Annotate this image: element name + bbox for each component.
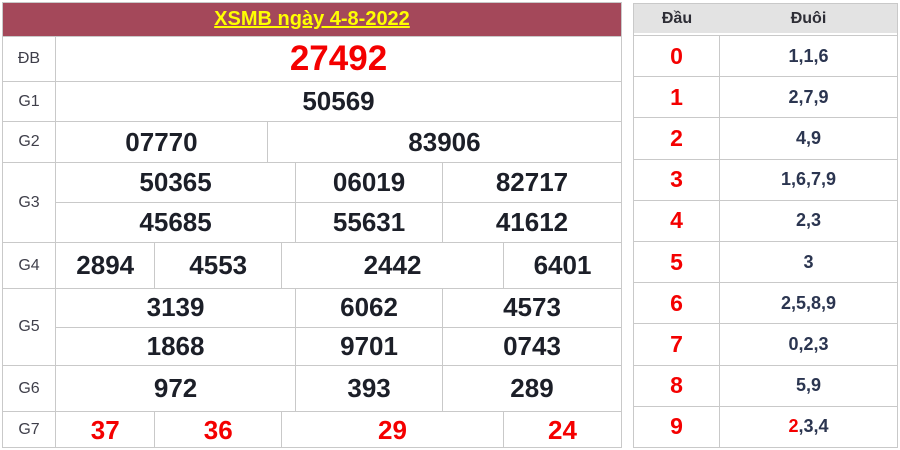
prize-g3-value: 06019 [296,163,444,202]
label-g3: G3 [3,163,56,242]
prize-table: XSMB ngày 4-8-2022 ĐB 27492 G1 50569 G2 … [2,2,622,448]
prize-g2-value: 07770 [56,122,268,162]
prize-g3-value: 45685 [56,203,297,242]
row-g3-sub1: 50365 06019 82717 [56,163,621,203]
head-digit: 2 [634,118,720,159]
prize-g7-value: 29 [282,412,505,448]
row-g1: G1 50569 [3,82,621,122]
title-link[interactable]: XSMB ngày 4-8-2022 [214,8,410,30]
tail-digits: 2,5,8,9 [780,292,837,313]
prize-g3-value: 50365 [56,163,297,202]
prize-db-value: 27492 [289,39,388,78]
row-g5-sub2: 1868 9701 0743 [56,327,621,365]
label-db: ĐB [3,37,56,81]
tail-digits: 4,9 [795,128,822,148]
prize-g5-value: 1868 [56,327,297,365]
head-digit: 1 [634,77,720,118]
prize-g6-value: 393 [296,366,444,411]
tail-digits: 1,6,7,9 [780,169,837,190]
prize-table-header: XSMB ngày 4-8-2022 [3,3,621,37]
head-tail-header: Đầu Đuôi [634,4,897,33]
label-g4: G4 [3,243,56,288]
prize-g6-value: 289 [510,373,554,403]
head-tail-row: 9 2,3,4 [634,405,897,448]
tail-digits: 2,7,9 [788,86,829,107]
head-digit: 5 [634,242,720,283]
head-tail-body: 0 1,1,6 1 2,7,9 2 4,9 3 1,6,7,9 4 2,3 5 … [634,35,897,448]
head-tail-row: 7 0,2,3 [634,323,897,365]
head-tail-row: 1 2,7,9 [634,76,897,118]
label-g5: G5 [3,289,56,365]
prize-g7-value: 37 [56,412,156,448]
label-g1: G1 [3,82,56,121]
head-digit: 6 [634,283,720,324]
head-digit: 3 [634,159,720,200]
prize-g3-value: 55631 [296,203,444,242]
prize-g6-value: 972 [56,366,297,411]
prize-g3-value: 82717 [495,167,569,197]
head-digit: 8 [634,365,720,406]
prize-g5-value: 3139 [56,289,297,327]
prize-g4-value: 4553 [155,243,282,288]
label-g6: G6 [3,366,56,411]
prize-g5-value: 0743 [503,330,561,361]
head-tail-row: 6 2,5,8,9 [634,282,897,324]
row-g3: G3 50365 06019 82717 45685 55631 41612 [3,163,621,243]
prize-g7-value: 24 [548,414,577,445]
head-digit: 7 [634,324,720,365]
row-g6: G6 972 393 289 [3,366,621,412]
head-digit: 9 [634,406,720,448]
row-g5-sub1: 3139 6062 4573 [56,289,621,328]
head-digit: 0 [634,36,720,77]
tail-digits: 1,1,6 [788,45,829,66]
head-tail-row: 3 1,6,7,9 [634,158,897,200]
prize-g1-value: 50569 [302,86,375,116]
prize-g5-value: 4573 [503,292,561,323]
row-g5: G5 3139 6062 4573 1868 9701 0743 [3,289,621,366]
prize-g4-value: 2442 [282,243,505,288]
head-digit: 4 [634,200,720,242]
prize-g7-value: 36 [155,412,282,448]
prize-g3-value: 41612 [495,207,569,237]
tail-digits: 5,9 [795,375,822,396]
label-g2: G2 [3,122,56,162]
tail-digit-highlighted: 2 [788,416,799,437]
head-tail-row: 8 5,9 [634,364,897,406]
tail-digit-rest: ,3,4 [798,416,829,437]
prize-g4-value: 6401 [533,250,592,280]
head-column-header: Đầu [661,9,693,27]
row-g4: G4 2894 4553 2442 6401 [3,243,621,289]
head-tail-table: Đầu Đuôi 0 1,1,6 1 2,7,9 2 4,9 3 1,6,7,9… [633,3,898,448]
head-tail-row: 5 3 [634,241,897,283]
prize-g5-value: 6062 [296,289,444,327]
tail-digits: 2,3 [795,210,822,231]
head-tail-row: 2 4,9 [634,117,897,159]
row-g2: G2 07770 83906 [3,122,621,163]
head-tail-row: 0 1,1,6 [634,35,897,77]
tail-digits: 3 [803,251,814,272]
row-db: ĐB 27492 [3,37,621,82]
tail-column-header: Đuôi [790,9,827,27]
row-g3-sub2: 45685 55631 41612 [56,203,621,242]
prize-g4-value: 2894 [56,243,156,288]
head-tail-row: 4 2,3 [634,199,897,242]
tail-digits: 0,2,3 [788,334,829,355]
tail-digits: 2,3,4 [720,407,897,447]
label-g7: G7 [3,412,56,448]
row-g7: G7 37 36 29 24 [3,412,621,448]
prize-g2-value: 83906 [408,126,481,157]
prize-g5-value: 9701 [296,327,444,365]
